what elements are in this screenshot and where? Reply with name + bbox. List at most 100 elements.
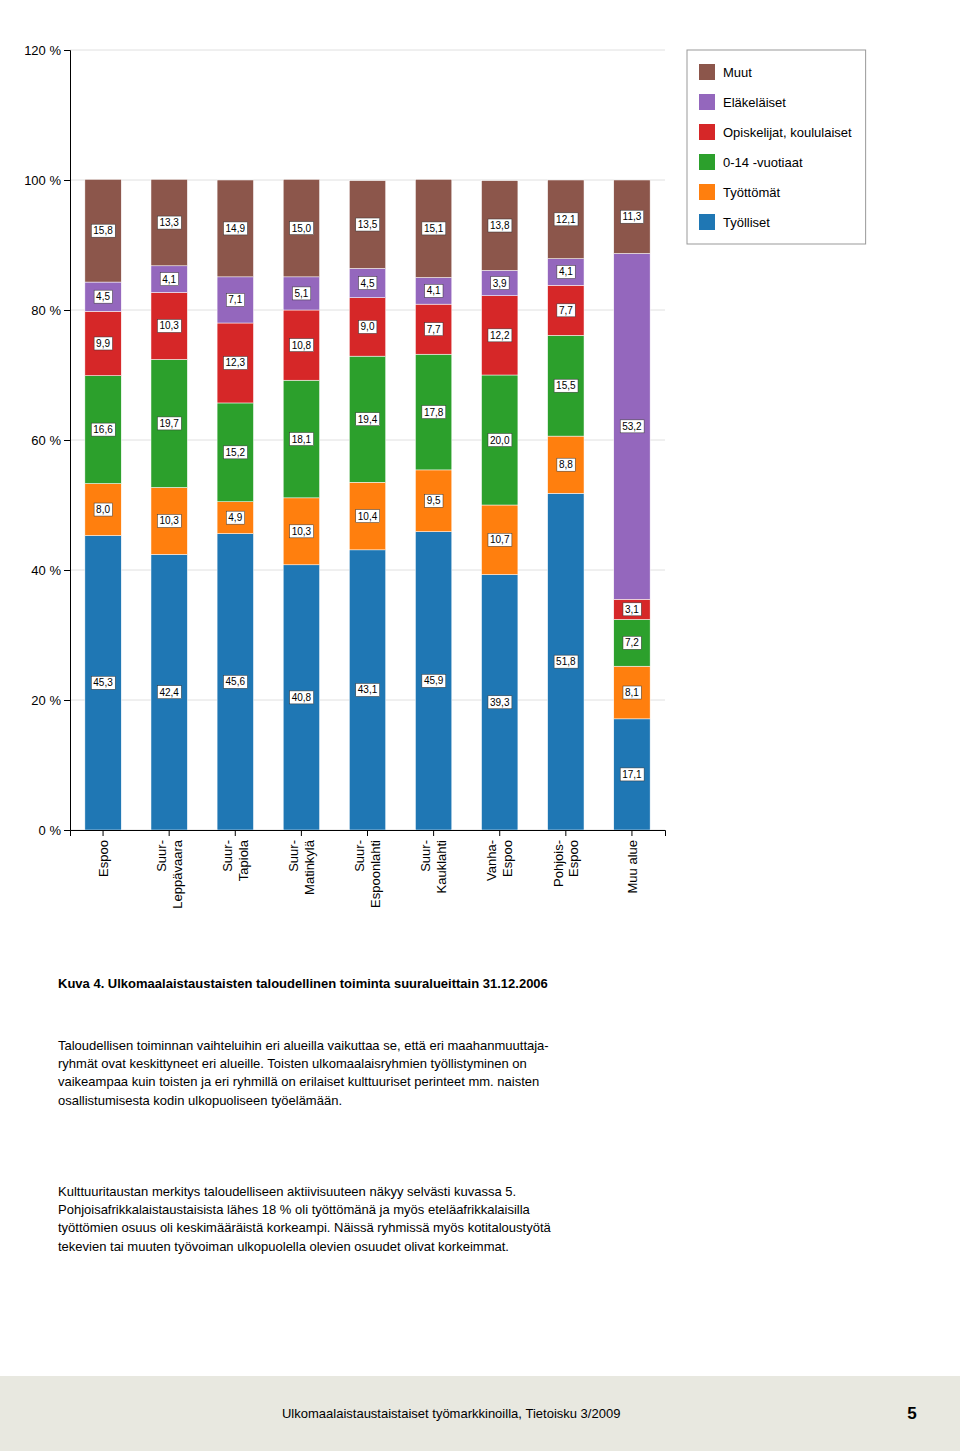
x-tick: Suur-Kauklahti [418,830,449,893]
data-label-text: 45,6 [226,676,246,687]
data-label-text: 12,3 [226,357,246,368]
body-text-line: osallistumisesta kodin ulkopuoliseen työ… [58,1093,342,1108]
label-box [292,287,310,300]
data-label-text: 12,2 [490,330,510,341]
label-box [157,319,181,332]
bar [614,599,650,619]
legend-swatch [699,154,715,170]
x-tick-label: Suur-Espoonlahti [352,840,383,908]
data-label: 7,7 [557,304,575,317]
label-box [356,683,380,696]
data-label: 10,4 [356,510,380,523]
x-tick-mark [103,830,104,836]
data-label: 53,2 [620,420,644,433]
label-box [557,458,575,471]
data-label: 19,4 [356,413,380,426]
label-box [488,434,512,447]
y-tick-mark [64,310,70,311]
data-label: 15,5 [554,379,578,392]
bar [283,310,319,380]
data-label-text: 39,3 [490,697,510,708]
y-axis: 0 %20 %40 %60 %80 %100 %120 % [24,43,70,838]
bar [85,282,121,311]
data-label: 12,3 [224,356,248,369]
data-label: 17,1 [620,768,644,781]
label-box [425,494,443,507]
body-text-line: Pohjoisafrikkalaistaustaisista lähes 18 … [58,1202,531,1217]
legend-entry: Eläkeläiset [723,95,786,110]
label-box [554,213,578,226]
bar [482,375,518,505]
data-label-text: 19,7 [159,418,179,429]
x-tick-label: Suur-Kauklahti [418,840,449,894]
legend-entry: Työlliset [723,215,770,230]
data-label-text: 40,8 [292,692,312,703]
data-label: 15,2 [224,446,248,459]
data-label-text: 4,1 [427,285,441,296]
label-box [91,224,115,237]
label-box [224,675,248,688]
y-tick-mark [64,180,70,181]
bar [217,323,253,403]
bar [151,292,187,359]
bars [85,179,650,830]
caption: Kuva 4. Ulkomaalaistaustaisten taloudell… [58,976,548,991]
data-label: 10,7 [488,533,512,546]
data-label: 13,5 [356,218,380,231]
y-tick: 40 % [31,563,70,578]
legend-entry: Muut [723,65,752,80]
x-tick-label-line: Espoo [96,840,111,877]
data-label: 43,1 [356,683,380,696]
x-tick: Pohjois-Espoo [551,830,582,887]
bar [349,298,385,357]
data-label: 7,7 [425,323,443,336]
label-box [621,210,644,223]
legend-frame [687,50,866,244]
label-box [356,218,380,231]
data-label: 8,0 [94,503,112,516]
label-box [224,356,248,369]
data-label-text: 45,3 [93,677,113,688]
bar [614,666,650,719]
data-label-text: 8,1 [625,687,639,698]
bar [482,296,518,375]
data-label: 12,1 [554,213,578,226]
label-box [623,686,641,699]
data-label-text: 15,5 [556,380,576,391]
data-label-text: 10,7 [490,534,510,545]
bar [614,180,650,253]
bar [415,532,451,830]
label-box [226,511,244,524]
data-label-text: 20,0 [490,435,510,446]
bar [415,470,451,532]
x-tick-mark [367,830,368,836]
data-label: 8,1 [623,686,641,699]
data-label: 51,8 [554,655,578,668]
x-tick-mark [169,830,170,836]
data-label: 10,3 [157,319,181,332]
bar [614,719,650,830]
grid-line [70,50,665,51]
body-text-line: Kulttuuritaustan merkitys taloudelliseen… [58,1184,516,1199]
data-label-text: 15,8 [93,225,113,236]
x-tick: Espoo [96,830,111,877]
page: 45,342,445,640,843,145,939,351,817,18,01… [0,0,960,1451]
data-label: 4,1 [425,284,443,297]
y-tick-label: 0 % [39,823,62,838]
data-label-text: 10,3 [292,526,312,537]
bar [151,359,187,487]
label-box [620,768,644,781]
bar [283,565,319,830]
bar [151,554,187,830]
label-box [554,655,578,668]
x-tick-mark [631,830,632,836]
body-text-line: vaikeampaa kuin toisten ja eri ryhmillä … [58,1074,539,1089]
label-box [226,293,244,306]
series-bars [85,335,650,666]
data-label: 14,9 [224,222,248,235]
data-label: 9,9 [94,337,112,350]
x-tick-mark [235,830,236,836]
bar [415,304,451,354]
y-axis-line [64,51,71,831]
x-tick-mark [499,830,500,836]
